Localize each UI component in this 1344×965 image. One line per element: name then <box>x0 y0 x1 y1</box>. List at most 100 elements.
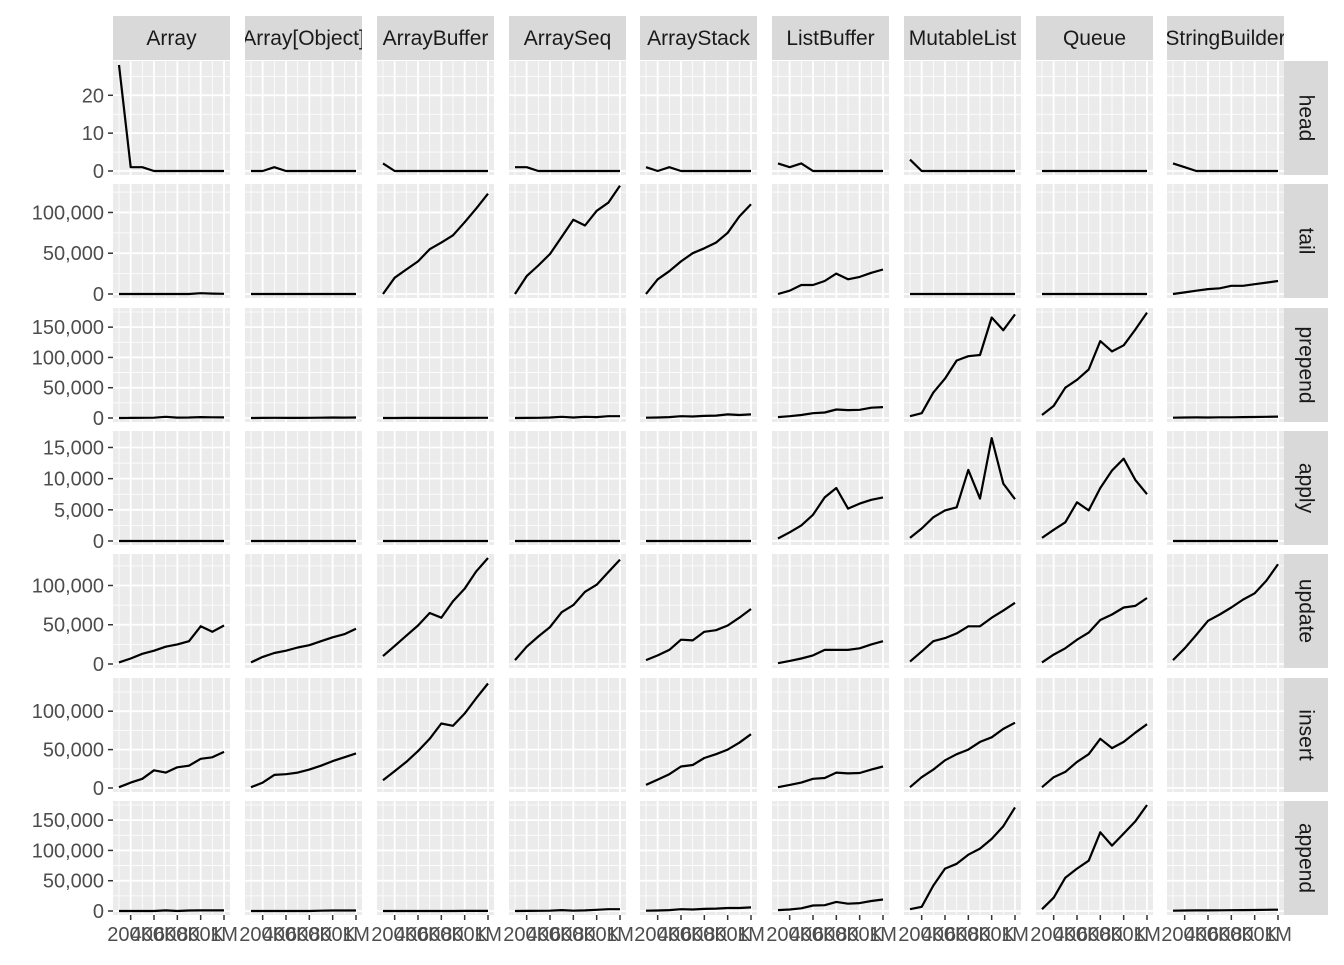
panel-stringbuilder-tail <box>1167 184 1284 298</box>
panel-stringbuilder-update <box>1167 554 1284 668</box>
panel-queue-update <box>1036 554 1153 668</box>
panel-arraybuffer-head <box>377 61 494 175</box>
y-tick-label-update: 0 <box>93 654 104 676</box>
y-tick-label-append: 150,000 <box>32 810 104 832</box>
panel-listbuffer-update <box>772 554 889 668</box>
row-strip-label-tail: tail <box>1295 228 1318 255</box>
panel-arrayseq-tail <box>509 184 626 298</box>
series-line-array-tail <box>119 293 224 294</box>
y-tick-label-tail: 0 <box>93 284 104 306</box>
panel-array-update <box>113 554 230 668</box>
series-line-stringbuilder-prepend <box>1173 417 1278 418</box>
x-tick-label: 1M <box>1001 924 1029 946</box>
column-strip-label-arraybuffer: ArrayBuffer <box>383 27 489 50</box>
y-tick-label-update: 50,000 <box>43 615 104 637</box>
panel-listbuffer-head <box>772 61 889 175</box>
column-strip-label-queue: Queue <box>1063 27 1126 50</box>
column-strip-label-array-object: Array[Object] <box>242 27 365 50</box>
column-strip-label-listbuffer: ListBuffer <box>786 27 874 50</box>
column-strip-label-mutablelist: MutableList <box>909 27 1017 50</box>
column-strip-label-arraystack: ArrayStack <box>647 27 750 50</box>
panel-queue-tail <box>1036 184 1153 298</box>
y-tick-label-prepend: 0 <box>93 408 104 430</box>
panel-arraybuffer-prepend <box>377 308 494 422</box>
row-strip-label-update: update <box>1295 579 1318 643</box>
panel-array-object-tail <box>245 184 362 298</box>
panel-array-object-prepend <box>245 308 362 422</box>
panel-arraystack-head <box>640 61 757 175</box>
panel-listbuffer-apply <box>772 431 889 545</box>
panel-array-tail <box>113 184 230 298</box>
panel-mutablelist-tail <box>904 184 1021 298</box>
y-tick-label-head: 10 <box>82 123 104 145</box>
y-tick-label-prepend: 150,000 <box>32 317 104 339</box>
panel-array-insert <box>113 678 230 792</box>
y-tick-label-prepend: 50,000 <box>43 378 104 400</box>
panel-arraybuffer-tail <box>377 184 494 298</box>
y-tick-label-insert: 50,000 <box>43 740 104 762</box>
y-tick-label-apply: 5,000 <box>54 500 104 522</box>
panel-queue-append <box>1036 801 1153 915</box>
panel-arraystack-tail <box>640 184 757 298</box>
panel-stringbuilder-append <box>1167 801 1284 915</box>
series-line-array-prepend <box>119 417 224 418</box>
y-tick-label-prepend: 100,000 <box>32 347 104 369</box>
panel-arraybuffer-update <box>377 554 494 668</box>
series-line-array-object-prepend <box>251 418 356 419</box>
panel-arrayseq-update <box>509 554 626 668</box>
panel-queue-apply <box>1036 431 1153 545</box>
panel-arraybuffer-apply <box>377 431 494 545</box>
panel-arraybuffer-append <box>377 801 494 915</box>
panel-arraybuffer-insert <box>377 678 494 792</box>
panel-stringbuilder-insert <box>1167 678 1284 792</box>
row-strip-label-append: append <box>1295 823 1318 893</box>
y-tick-label-append: 100,000 <box>32 840 104 862</box>
y-tick-label-apply: 10,000 <box>43 469 104 491</box>
panel-stringbuilder-prepend <box>1167 308 1284 422</box>
y-tick-label-append: 50,000 <box>43 871 104 893</box>
y-tick-label-tail: 50,000 <box>43 243 104 265</box>
x-tick-label: 1M <box>474 924 502 946</box>
panel-array-append <box>113 801 230 915</box>
row-strip-label-apply: apply <box>1295 463 1318 514</box>
panel-arrayseq-head <box>509 61 626 175</box>
y-tick-label-tail: 100,000 <box>32 202 104 224</box>
panel-listbuffer-tail <box>772 184 889 298</box>
panel-array-object-insert <box>245 678 362 792</box>
y-tick-label-head: 20 <box>82 85 104 107</box>
panel-queue-insert <box>1036 678 1153 792</box>
panel-array-object-update <box>245 554 362 668</box>
y-tick-label-apply: 15,000 <box>43 437 104 459</box>
y-tick-label-insert: 100,000 <box>32 701 104 723</box>
y-tick-label-append: 0 <box>93 901 104 923</box>
series-line-array-object-append <box>251 911 356 912</box>
panel-mutablelist-update <box>904 554 1021 668</box>
panel-array-prepend <box>113 308 230 422</box>
panel-mutablelist-apply <box>904 431 1021 545</box>
panel-mutablelist-prepend <box>904 308 1021 422</box>
panel-array-head <box>113 61 230 175</box>
panel-arraystack-apply <box>640 431 757 545</box>
y-tick-label-update: 100,000 <box>32 575 104 597</box>
series-line-array-append <box>119 910 224 911</box>
x-tick-label: 1M <box>210 924 238 946</box>
panel-mutablelist-head <box>904 61 1021 175</box>
row-strip-label-head: head <box>1295 95 1318 142</box>
row-strip-label-insert: insert <box>1295 709 1318 761</box>
panel-arrayseq-append <box>509 801 626 915</box>
panel-array-object-apply <box>245 431 362 545</box>
y-tick-label-insert: 0 <box>93 778 104 800</box>
x-tick-label: 1M <box>1264 924 1292 946</box>
panel-mutablelist-append <box>904 801 1021 915</box>
column-strip-label-arrayseq: ArraySeq <box>524 27 612 50</box>
panel-array-apply <box>113 431 230 545</box>
panel-arrayseq-apply <box>509 431 626 545</box>
panel-array-object-head <box>245 61 362 175</box>
x-tick-label: 1M <box>606 924 634 946</box>
y-tick-label-apply: 0 <box>93 531 104 553</box>
panel-stringbuilder-head <box>1167 61 1284 175</box>
column-strip-label-array: Array <box>146 27 197 50</box>
panel-mutablelist-insert <box>904 678 1021 792</box>
